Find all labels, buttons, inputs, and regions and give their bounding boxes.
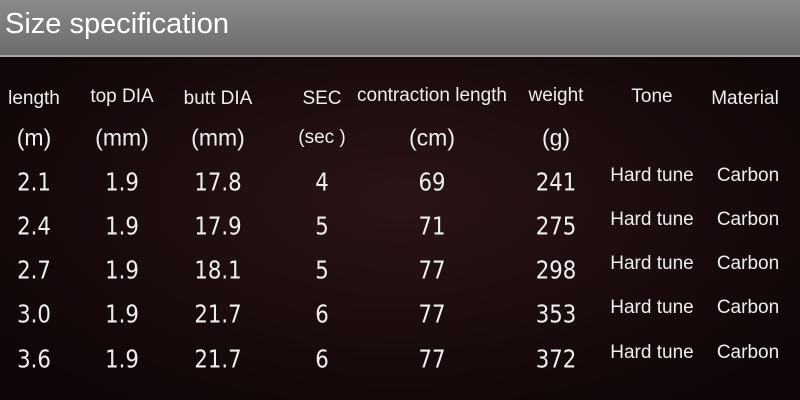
- table-cell: Hard tune: [610, 209, 694, 230]
- table-cell: 2.7: [17, 255, 51, 285]
- table-cell: 5: [315, 255, 329, 285]
- table-cell: 1.9: [105, 167, 139, 197]
- table-cell: Hard tune: [610, 165, 694, 186]
- table-cell: 2.1: [17, 167, 51, 197]
- column-unit: (m): [16, 124, 52, 151]
- table-cell: 2.4: [17, 211, 51, 241]
- table-cell: 18.1: [194, 255, 242, 285]
- table-cell: 3.6: [17, 344, 51, 374]
- table-cell: 353: [535, 299, 577, 329]
- column-unit: (g): [541, 124, 571, 151]
- table-cell: 1.9: [105, 299, 139, 329]
- table-cell: 372: [535, 344, 577, 374]
- table-cell: Carbon: [716, 209, 780, 230]
- column-header: top DIA: [90, 86, 154, 107]
- column-unit: (mm): [95, 124, 149, 151]
- table-cell: 4: [315, 167, 329, 197]
- table-cell: 17.8: [194, 167, 242, 197]
- column-header: weight: [528, 85, 584, 106]
- table-cell: 6: [315, 344, 329, 374]
- table-cell: Carbon: [716, 342, 780, 363]
- table-cell: 3.0: [17, 299, 51, 329]
- table-cell: Carbon: [716, 253, 780, 274]
- table-cell: 1.9: [105, 255, 139, 285]
- table-cell: 298: [535, 255, 577, 285]
- table-cell: 1.9: [105, 211, 139, 241]
- column-header: Tone: [631, 86, 673, 107]
- title-bar: Size specification: [0, 0, 800, 57]
- title: Size specification: [5, 8, 230, 40]
- column-unit: (mm): [191, 124, 245, 151]
- column-unit: (sec ): [298, 127, 346, 148]
- table-cell: 69: [418, 167, 446, 197]
- table-cell: 21.7: [194, 299, 242, 329]
- table-cell: 77: [418, 344, 446, 374]
- table-cell: 17.9: [194, 211, 242, 241]
- table-cell: 241: [535, 167, 577, 197]
- table-cell: Hard tune: [610, 297, 694, 318]
- table-cell: 77: [418, 255, 446, 285]
- table-cell: 5: [315, 211, 329, 241]
- table-cell: Carbon: [716, 297, 780, 318]
- table-cell: Hard tune: [610, 253, 694, 274]
- table-cell: 77: [418, 299, 446, 329]
- column-header: butt DIA: [183, 88, 253, 109]
- table-cell: 21.7: [194, 344, 242, 374]
- table-cell: 6: [315, 299, 329, 329]
- column-header: length: [8, 88, 60, 109]
- column-header: SEC: [302, 88, 342, 109]
- table-cell: 71: [418, 211, 446, 241]
- column-header: contraction length: [357, 85, 507, 106]
- column-header: Material: [711, 88, 779, 109]
- table-cell: 1.9: [105, 344, 139, 374]
- table-cell: Hard tune: [610, 342, 694, 363]
- table-cell: Carbon: [716, 165, 780, 186]
- column-unit: (cm): [409, 124, 455, 151]
- table-cell: 275: [535, 211, 577, 241]
